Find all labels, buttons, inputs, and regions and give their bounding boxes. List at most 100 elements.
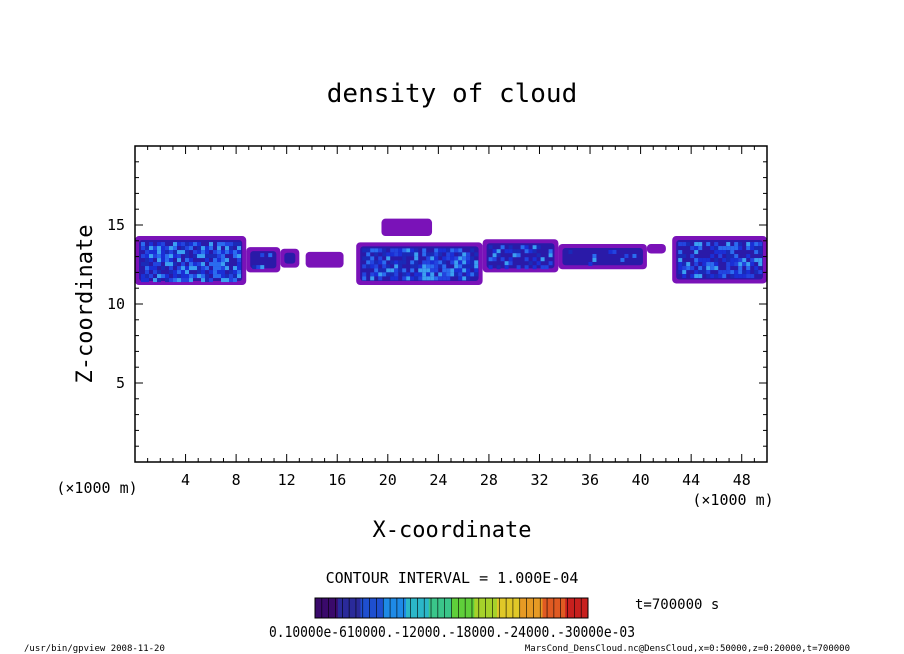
cloud-cell [362,248,367,253]
cloud-cell [608,249,613,254]
cloud-cell [422,272,427,277]
cloud-cell [686,242,691,247]
cloud-cell [758,270,763,275]
cloud-cell [714,258,719,263]
cloud-cell [462,276,467,281]
cloud-cell [434,248,439,253]
cloud-cell [512,253,517,258]
cloud-cell [754,266,759,271]
cloud-cell [742,274,747,279]
cloud-cell [141,254,145,259]
cloud-cell [177,254,181,259]
cloud-cell [237,246,241,251]
cloud-cell [682,242,687,247]
cloud-cell [532,265,537,270]
cloud-cell [209,278,213,283]
cloud-cell [426,256,431,261]
cloud-cell [362,272,367,277]
cloud-cell [718,246,723,251]
x-tick-label: 24 [429,471,447,489]
cloud-cell [398,248,403,253]
cloud-cell [738,262,743,267]
cloud-cell [454,272,459,277]
cloud-cell [754,270,759,275]
cloud-cell [714,274,719,279]
cloud-cell [410,268,415,273]
cloud-cell [738,266,743,271]
cloud-cell [213,258,217,263]
cloud-cell [426,268,431,273]
cloud-cell [145,266,149,271]
cloud-cell [382,260,387,265]
cloud-cell [694,250,699,255]
cloud-cell [706,242,711,247]
cloud-cell [221,254,225,259]
cloud-region [558,243,647,270]
cloud-cell [488,245,493,250]
cloud-core [562,247,643,266]
cloud-cell [370,272,375,277]
cloud-cell [734,270,739,275]
cloud-cell [422,264,427,269]
cloud-cell [233,242,237,247]
cloud-cell [189,262,193,267]
cloud-cell [185,266,189,271]
cloud-cell [702,266,707,271]
cloud-cell [181,274,185,279]
cloud-cell [540,265,545,270]
cloud-cell [698,270,703,275]
cloud-cell [229,270,233,275]
x-tick-label: 44 [682,471,700,489]
x-tick-label: 12 [278,471,296,489]
cloud-cell [702,258,707,263]
cloud-cell [726,242,731,247]
cloud-cell [414,272,419,277]
cloud-cell [398,252,403,257]
cloud-cell [213,254,217,259]
cloud-cell [193,266,197,271]
cloud-cell [165,254,169,259]
cloud-cell [205,278,209,283]
colorbar-swatch [428,598,452,618]
cloud-cell [632,253,637,258]
cloud-cell [706,262,711,267]
cloud-cell [177,270,181,275]
cloud-cell [730,258,735,263]
cloud-cell [698,274,703,279]
cloud-cell [209,242,213,247]
cloud-cell [185,270,189,275]
cloud-cell [161,242,165,247]
cloud-cell [726,266,731,271]
cloud-cell [758,242,763,247]
cloud-cell [370,264,375,269]
cloud-cell [233,278,237,283]
cloud-cell [169,246,173,251]
cloud-cell [690,254,695,259]
cloud-cell [410,248,415,253]
cloud-cell [508,245,513,250]
cloud-cell [382,248,387,253]
cloud-cell [568,249,573,254]
cloud-cell [718,274,723,279]
cloud-cell [446,272,451,277]
cloud-cell [181,242,185,247]
cloud-cell [504,249,509,254]
cloud-cell [221,266,225,271]
cloud-cell [682,254,687,259]
cloud-cell [458,252,463,257]
cloud-cell [141,278,145,283]
cloud-cell [430,264,435,269]
cloud-cell [141,242,145,247]
cloud-cell [205,250,209,255]
cloud-cell [370,260,375,265]
cloud-cell [189,258,193,263]
cloud-cell [694,262,699,267]
cloud-cell [153,254,157,259]
cloud-cell [394,272,399,277]
cloud-cell [548,261,553,266]
cloud-cell [181,262,185,267]
cloud-cell [189,278,193,283]
cloud-cell [229,242,233,247]
cloud-cell [706,266,711,271]
cloud-cell [165,262,169,267]
